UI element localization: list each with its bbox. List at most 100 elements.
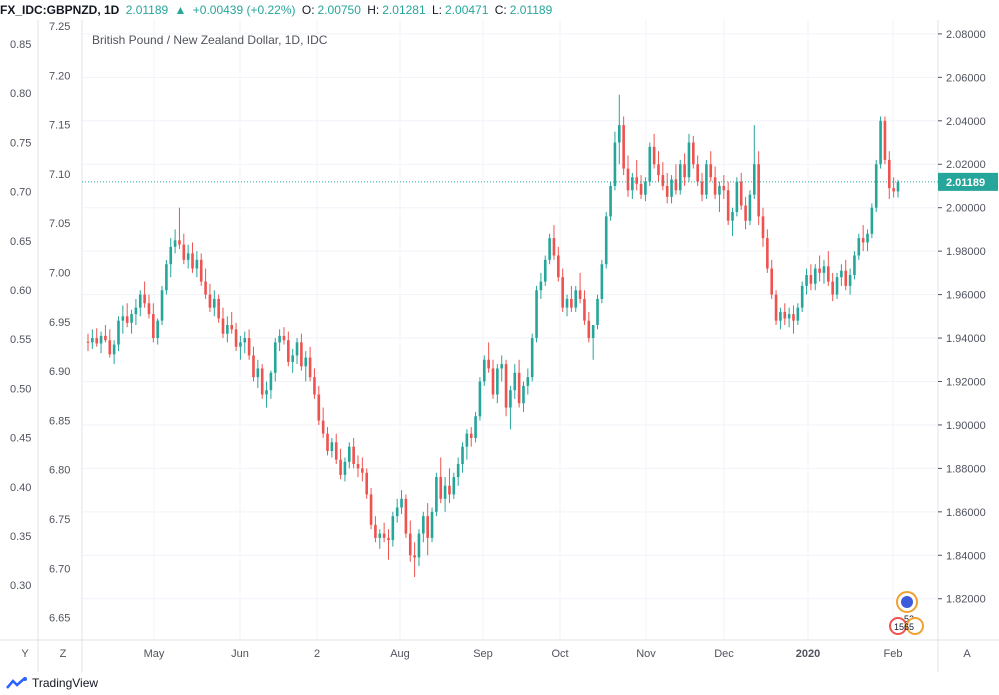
candle <box>374 516 377 543</box>
candle-body <box>744 205 747 221</box>
candle <box>827 251 830 286</box>
candle-body <box>365 472 369 495</box>
candle-body <box>395 507 399 517</box>
candle <box>609 181 612 221</box>
candle <box>561 268 564 312</box>
candle <box>212 290 216 317</box>
legend-bar: FX_IDC:GBPNZD, 1D 2.01189 ▲ +0.00439 (+0… <box>0 0 999 20</box>
candle-body <box>800 285 804 308</box>
candle-body <box>561 277 564 308</box>
candle <box>491 359 495 399</box>
candle <box>121 305 125 334</box>
candle-body <box>452 477 456 495</box>
candle <box>678 159 682 195</box>
candle <box>134 298 138 326</box>
candle <box>165 259 168 295</box>
candle-body <box>496 368 499 395</box>
candle-body <box>448 485 451 495</box>
inner-left-tick-label: 6.90 <box>49 366 70 378</box>
symbol-label[interactable]: FX_IDC:GBPNZD, 1D <box>0 3 120 17</box>
candle <box>230 311 234 334</box>
candle-body <box>422 516 425 534</box>
chart-title: British Pound / New Zealand Dollar, 1D, … <box>92 33 328 47</box>
candle <box>308 346 312 382</box>
candle-body <box>99 335 103 344</box>
candle-body <box>674 179 678 191</box>
candle <box>757 151 760 226</box>
log-scale-button[interactable]: Y <box>21 648 29 660</box>
change-arrow-icon: ▲ <box>174 3 187 17</box>
candle <box>879 116 882 169</box>
outer-left-tick-label: 0.65 <box>10 236 31 248</box>
candle <box>844 259 848 291</box>
auto-scale-button[interactable]: A <box>963 648 971 660</box>
candle-body <box>300 342 303 367</box>
candle <box>278 329 281 352</box>
candle <box>530 333 534 382</box>
candle <box>356 455 360 478</box>
candle-body <box>591 325 595 339</box>
candle <box>683 153 686 186</box>
candle <box>321 407 325 438</box>
candle-body <box>439 477 443 499</box>
candle <box>657 151 660 182</box>
time-tick-label: Sep <box>473 648 493 660</box>
candle <box>104 325 107 343</box>
candle <box>474 411 477 443</box>
candle <box>800 281 804 312</box>
inner-left-tick-label: 7.25 <box>49 21 70 33</box>
candle <box>439 457 443 504</box>
candle-body <box>766 238 769 269</box>
candle <box>482 355 486 386</box>
event-marker-icon[interactable] <box>896 591 918 613</box>
candle-body <box>770 268 774 295</box>
candle-body <box>665 185 669 197</box>
candle-body <box>108 340 112 355</box>
outer-left-tick-label: 0.55 <box>10 334 31 346</box>
candle-body <box>461 446 464 465</box>
candle <box>718 181 721 213</box>
candle-body <box>792 314 795 321</box>
candle <box>700 172 704 202</box>
candle <box>95 328 99 347</box>
event-badges-icon[interactable] <box>889 617 924 635</box>
candle-body <box>313 377 316 395</box>
candle-body <box>160 290 164 321</box>
candle <box>692 136 695 169</box>
candle <box>792 305 795 334</box>
candle-body <box>500 364 504 369</box>
candle-body <box>308 357 312 378</box>
candle-body <box>700 181 704 195</box>
candle <box>861 225 865 252</box>
candle <box>365 468 369 499</box>
candle <box>317 385 321 425</box>
candle <box>565 294 569 317</box>
candle-body <box>883 120 887 160</box>
inner-left-tick-label: 6.70 <box>49 563 70 575</box>
candle <box>208 283 212 312</box>
outer-left-tick-label: 0.35 <box>10 531 31 543</box>
last-price-tag <box>938 172 998 191</box>
candle-body <box>635 177 639 184</box>
candle <box>548 233 551 265</box>
candle-body <box>557 255 560 278</box>
inner-left-tick-label: 6.65 <box>49 613 70 625</box>
candle <box>574 285 578 312</box>
candle-body <box>178 240 181 245</box>
time-tick-label: Nov <box>636 648 656 660</box>
candle-body <box>705 164 708 195</box>
time-tick-label: May <box>144 648 165 660</box>
price-chart[interactable]: 2.08000 2.06000 2.04000 2.02000 2.00000 1.980… <box>0 0 999 672</box>
candle <box>735 177 739 217</box>
candle <box>387 529 390 560</box>
candle <box>622 116 625 176</box>
zoom-button[interactable]: Z <box>59 648 67 660</box>
candle <box>252 346 255 382</box>
candle <box>99 331 103 354</box>
candle <box>260 364 264 399</box>
candle-body <box>352 446 355 465</box>
candle-body <box>435 477 438 512</box>
tradingview-logo[interactable]: TradingView <box>6 676 98 690</box>
inner-left-tick-label: 7.20 <box>49 70 70 82</box>
candle-body <box>722 185 726 191</box>
